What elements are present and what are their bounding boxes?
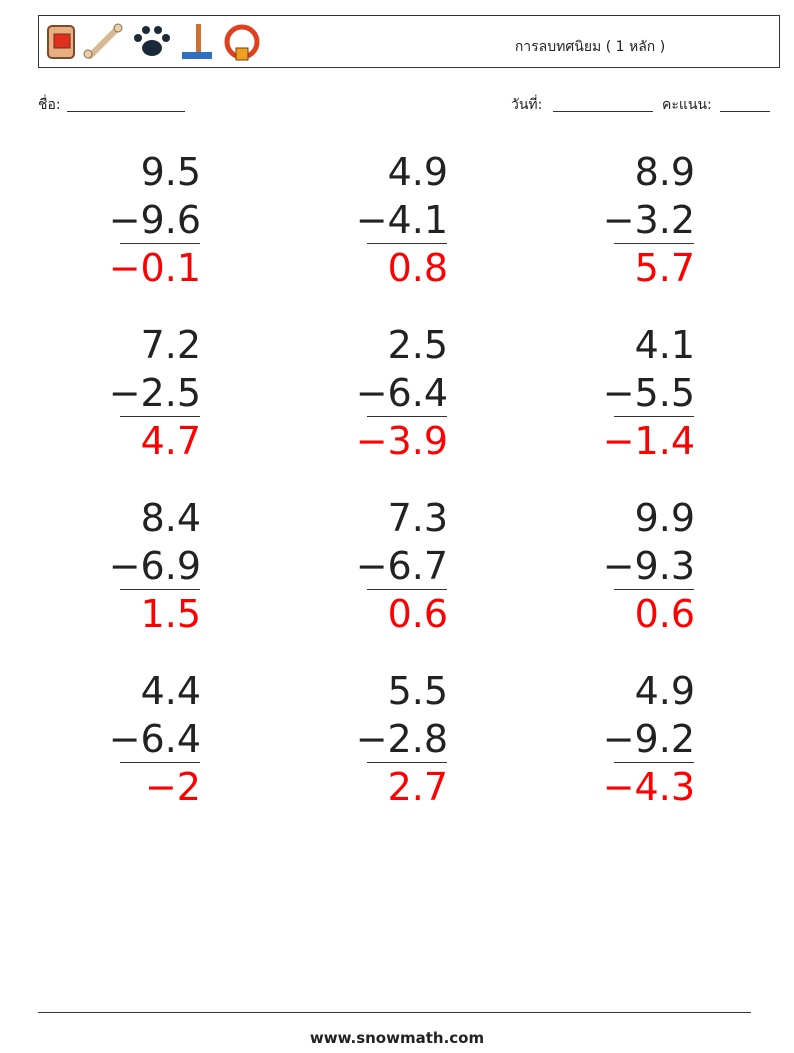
answer: −2 [144, 765, 201, 809]
date-blank [553, 111, 653, 112]
bottom-number: −2.5 [108, 371, 201, 415]
answer: 0.6 [387, 592, 448, 636]
top-number: 8.4 [140, 496, 201, 540]
answer-rule [614, 762, 694, 763]
answer-rule [120, 589, 200, 590]
bottom-number: −6.4 [108, 717, 201, 761]
bottom-number: −6.9 [108, 544, 201, 588]
answer: 4.7 [140, 419, 201, 463]
answer-rule [614, 243, 694, 244]
top-number: 4.9 [387, 150, 448, 194]
top-number: 8.9 [634, 150, 695, 194]
answer-rule [367, 589, 447, 590]
answer: 2.7 [387, 765, 448, 809]
answer-rule [367, 762, 447, 763]
top-number: 4.1 [634, 323, 695, 367]
name-label: ชื่อ: [38, 97, 61, 113]
answer: −4.3 [602, 765, 695, 809]
answer-rule [614, 416, 694, 417]
footer-site: www.snowmath.com [309, 1029, 485, 1047]
answer-rule [120, 762, 200, 763]
date-label: วันที่: [511, 97, 543, 113]
bottom-number: −2.8 [355, 717, 448, 761]
bottom-number: −6.4 [355, 371, 448, 415]
answer: 0.6 [634, 592, 695, 636]
worksheet-title: การลบทศนิยม ( 1 หลัก ) [514, 39, 666, 55]
top-number: 9.9 [634, 496, 695, 540]
icons [47, 23, 260, 61]
answer-rule [120, 416, 200, 417]
score-blank [720, 111, 770, 112]
bottom-number: −9.2 [602, 717, 695, 761]
bottom-number: −3.2 [602, 198, 695, 242]
header-box [38, 15, 780, 68]
answer: −0.1 [108, 246, 201, 290]
bottom-number: −6.7 [355, 544, 448, 588]
top-number: 4.9 [634, 669, 695, 713]
bottom-number: −5.5 [602, 371, 695, 415]
top-number: 9.5 [140, 150, 201, 194]
bottom-number: −9.6 [108, 198, 201, 242]
score-label: คะแนน: [662, 97, 712, 113]
answer: −3.9 [355, 419, 448, 463]
top-number: 2.5 [387, 323, 448, 367]
top-number: 5.5 [387, 669, 448, 713]
answer: −1.4 [602, 419, 695, 463]
answer-rule [614, 589, 694, 590]
bottom-number: −4.1 [355, 198, 448, 242]
answer-rule [367, 416, 447, 417]
answer: 5.7 [634, 246, 695, 290]
footer-rule [38, 1012, 751, 1013]
answer: 1.5 [140, 592, 201, 636]
name-blank [67, 111, 185, 112]
answer-rule [120, 243, 200, 244]
bottom-number: −9.3 [602, 544, 695, 588]
answer: 0.8 [387, 246, 448, 290]
top-number: 7.2 [140, 323, 201, 367]
answer-rule [367, 243, 447, 244]
top-number: 7.3 [387, 496, 448, 540]
top-number: 4.4 [140, 669, 201, 713]
